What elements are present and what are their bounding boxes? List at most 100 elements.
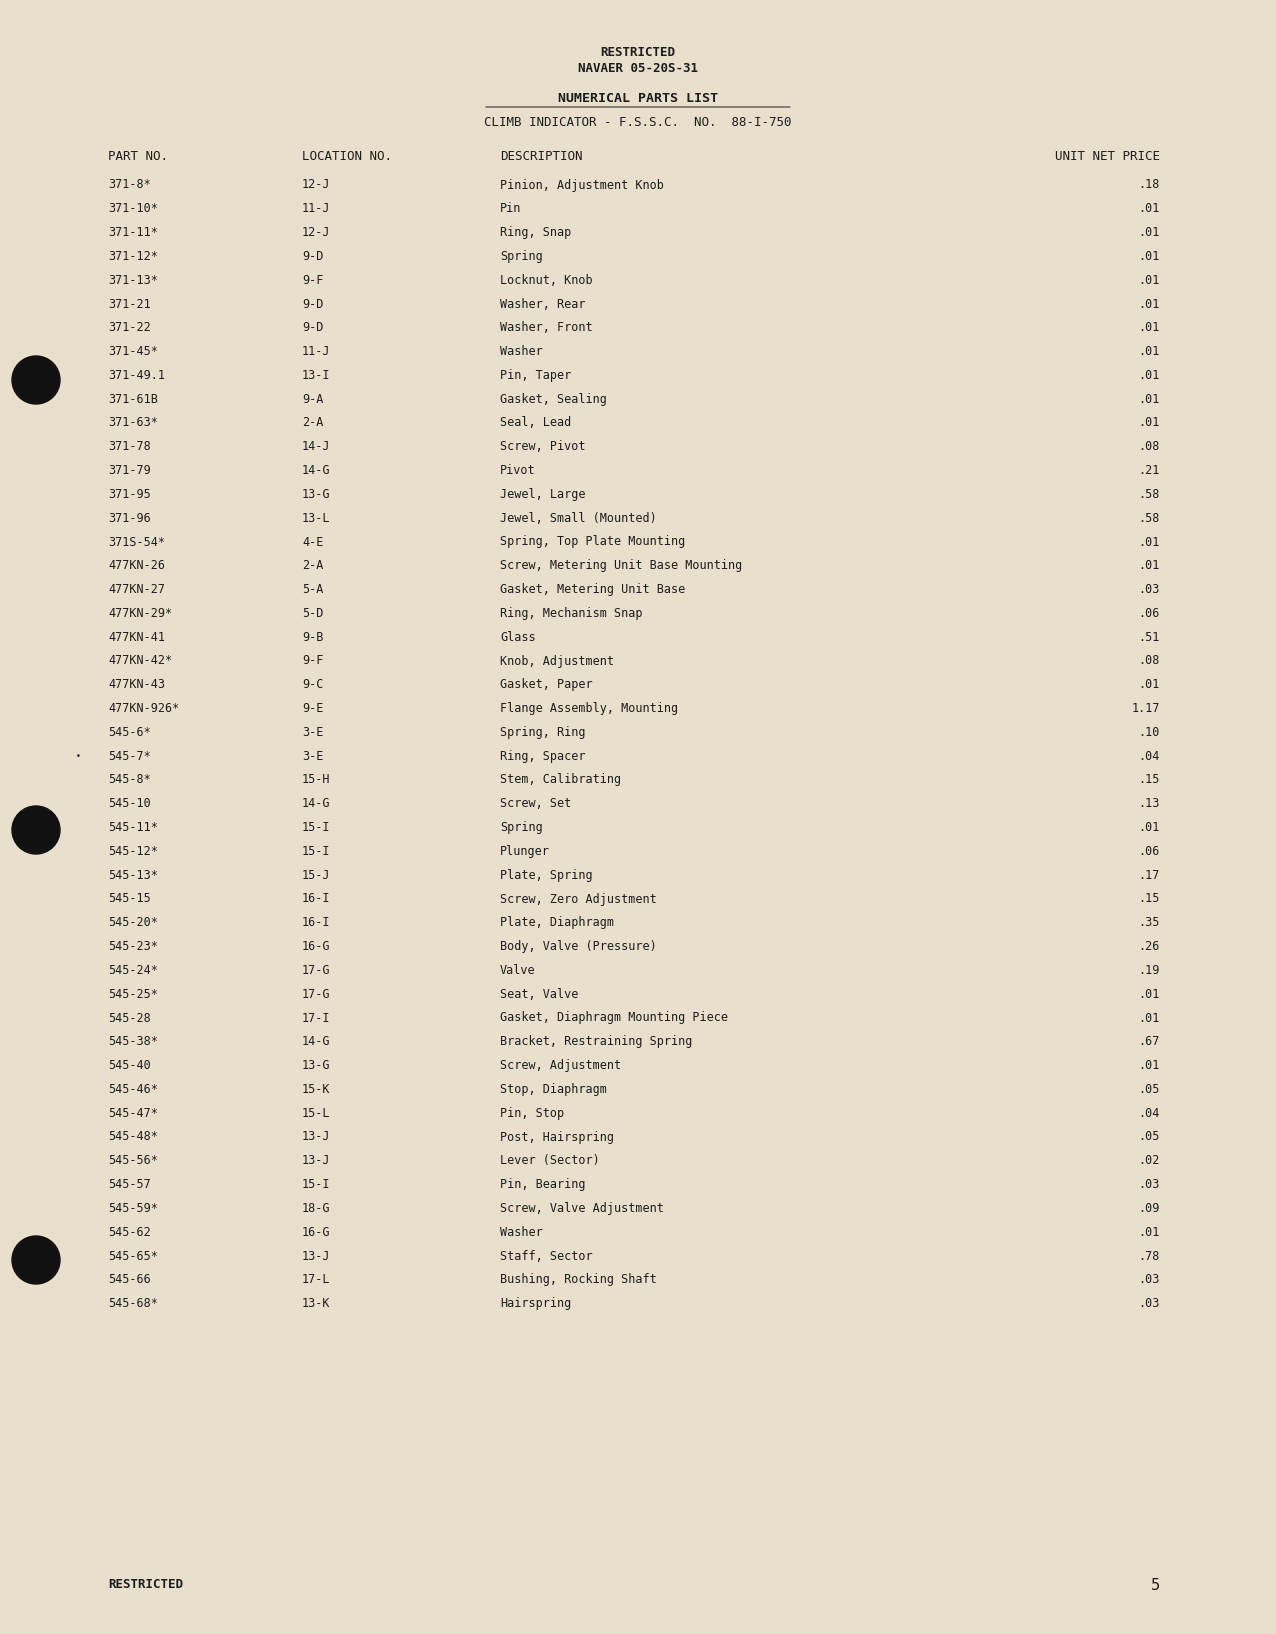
Text: .08: .08 (1138, 440, 1160, 453)
Text: Pivot: Pivot (500, 464, 536, 477)
Text: .01: .01 (1138, 250, 1160, 263)
Text: Screw, Zero Adjustment: Screw, Zero Adjustment (500, 892, 657, 905)
Text: 371-13*: 371-13* (108, 275, 158, 286)
Text: .01: .01 (1138, 559, 1160, 572)
Text: 14-G: 14-G (302, 797, 330, 810)
Text: 371-12*: 371-12* (108, 250, 158, 263)
Text: 13-I: 13-I (302, 369, 330, 382)
Text: Plunger: Plunger (500, 845, 550, 858)
Text: CLIMB INDICATOR - F.S.S.C.  NO.  88-I-750: CLIMB INDICATOR - F.S.S.C. NO. 88-I-750 (485, 116, 791, 129)
Text: Gasket, Sealing: Gasket, Sealing (500, 392, 607, 405)
Text: .10: .10 (1138, 725, 1160, 739)
Text: 9-E: 9-E (302, 703, 323, 716)
Text: 14-G: 14-G (302, 1036, 330, 1049)
Text: .51: .51 (1138, 631, 1160, 644)
Text: Ring, Snap: Ring, Snap (500, 225, 572, 239)
Text: Staff, Sector: Staff, Sector (500, 1250, 592, 1263)
Text: 9-B: 9-B (302, 631, 323, 644)
Text: 545-68*: 545-68* (108, 1297, 158, 1310)
Text: 3-E: 3-E (302, 725, 323, 739)
Text: 371-95: 371-95 (108, 489, 151, 502)
Text: Spring: Spring (500, 822, 542, 833)
Text: Knob, Adjustment: Knob, Adjustment (500, 655, 614, 668)
Text: .01: .01 (1138, 1011, 1160, 1025)
Text: 545-62: 545-62 (108, 1226, 151, 1239)
Text: 545-13*: 545-13* (108, 869, 158, 882)
Text: 371-96: 371-96 (108, 511, 151, 525)
Text: Gasket, Paper: Gasket, Paper (500, 678, 592, 691)
Text: .08: .08 (1138, 655, 1160, 668)
Text: 15-I: 15-I (302, 822, 330, 833)
Text: 17-G: 17-G (302, 987, 330, 1000)
Text: .19: .19 (1138, 964, 1160, 977)
Text: 15-L: 15-L (302, 1106, 330, 1119)
Text: 12-J: 12-J (302, 225, 330, 239)
Text: Spring, Top Plate Mounting: Spring, Top Plate Mounting (500, 536, 685, 549)
Text: 371-22: 371-22 (108, 322, 151, 335)
Text: 13-L: 13-L (302, 511, 330, 525)
Text: 16-G: 16-G (302, 940, 330, 953)
Text: Post, Hairspring: Post, Hairspring (500, 1131, 614, 1144)
Text: Spring, Ring: Spring, Ring (500, 725, 586, 739)
Text: Bracket, Restraining Spring: Bracket, Restraining Spring (500, 1036, 693, 1049)
Text: 545-59*: 545-59* (108, 1203, 158, 1216)
Text: 9-D: 9-D (302, 250, 323, 263)
Text: 16-I: 16-I (302, 892, 330, 905)
Text: NUMERICAL PARTS LIST: NUMERICAL PARTS LIST (558, 92, 718, 105)
Text: 1.17: 1.17 (1132, 703, 1160, 716)
Text: 545-11*: 545-11* (108, 822, 158, 833)
Text: .06: .06 (1138, 606, 1160, 619)
Text: 545-8*: 545-8* (108, 773, 151, 786)
Text: 17-G: 17-G (302, 964, 330, 977)
Text: 545-6*: 545-6* (108, 725, 151, 739)
Text: NAVAER 05-20S-31: NAVAER 05-20S-31 (578, 62, 698, 75)
Text: 13-J: 13-J (302, 1131, 330, 1144)
Text: .26: .26 (1138, 940, 1160, 953)
Ellipse shape (11, 356, 60, 404)
Text: Pin, Stop: Pin, Stop (500, 1106, 564, 1119)
Text: .01: .01 (1138, 1226, 1160, 1239)
Text: .01: .01 (1138, 678, 1160, 691)
Text: 371-78: 371-78 (108, 440, 151, 453)
Text: 545-7*: 545-7* (108, 750, 151, 763)
Text: .01: .01 (1138, 822, 1160, 833)
Text: Lever (Sector): Lever (Sector) (500, 1154, 600, 1167)
Text: 5-D: 5-D (302, 606, 323, 619)
Text: Jewel, Large: Jewel, Large (500, 489, 586, 502)
Text: .01: .01 (1138, 417, 1160, 430)
Text: 371-61B: 371-61B (108, 392, 158, 405)
Text: 545-48*: 545-48* (108, 1131, 158, 1144)
Text: .15: .15 (1138, 892, 1160, 905)
Text: .05: .05 (1138, 1131, 1160, 1144)
Text: Washer, Front: Washer, Front (500, 322, 592, 335)
Text: .03: .03 (1138, 1297, 1160, 1310)
Text: 371-63*: 371-63* (108, 417, 158, 430)
Text: .01: .01 (1138, 322, 1160, 335)
Text: 371-11*: 371-11* (108, 225, 158, 239)
Text: 371-10*: 371-10* (108, 203, 158, 216)
Text: Screw, Valve Adjustment: Screw, Valve Adjustment (500, 1203, 664, 1216)
Text: 3-E: 3-E (302, 750, 323, 763)
Text: Seat, Valve: Seat, Valve (500, 987, 578, 1000)
Text: 545-28: 545-28 (108, 1011, 151, 1025)
Text: Screw, Set: Screw, Set (500, 797, 572, 810)
Text: Screw, Adjustment: Screw, Adjustment (500, 1059, 621, 1072)
Text: 545-25*: 545-25* (108, 987, 158, 1000)
Text: Glass: Glass (500, 631, 536, 644)
Text: .58: .58 (1138, 489, 1160, 502)
Text: .03: .03 (1138, 583, 1160, 596)
Text: LOCATION NO.: LOCATION NO. (302, 149, 392, 162)
Text: 477KN-27: 477KN-27 (108, 583, 165, 596)
Ellipse shape (11, 1235, 60, 1284)
Text: 9-F: 9-F (302, 655, 323, 668)
Text: Seal, Lead: Seal, Lead (500, 417, 572, 430)
Text: 9-F: 9-F (302, 275, 323, 286)
Text: 371-8*: 371-8* (108, 178, 151, 191)
Text: .18: .18 (1138, 178, 1160, 191)
Text: 14-J: 14-J (302, 440, 330, 453)
Text: 545-56*: 545-56* (108, 1154, 158, 1167)
Text: 15-J: 15-J (302, 869, 330, 882)
Text: .15: .15 (1138, 773, 1160, 786)
Text: Hairspring: Hairspring (500, 1297, 572, 1310)
Text: 545-23*: 545-23* (108, 940, 158, 953)
